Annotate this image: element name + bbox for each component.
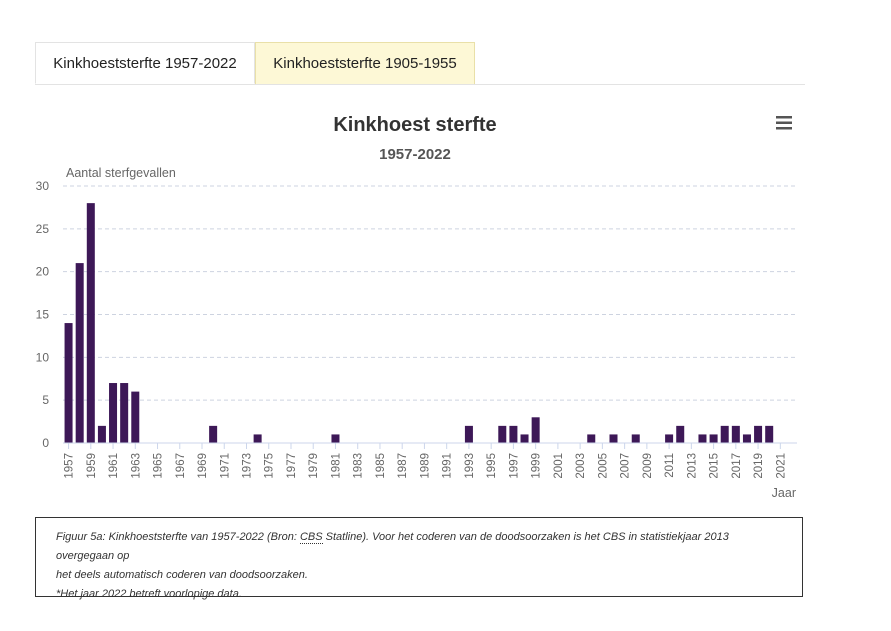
x-tick-label: 2009 [642, 453, 654, 479]
x-tick-label: 1961 [108, 453, 120, 479]
y-tick-label: 15 [36, 308, 50, 322]
x-tick-label: 2013 [686, 453, 698, 479]
bar-1961 [109, 383, 118, 443]
x-tick-label: 1957 [64, 453, 76, 479]
figure-caption: Figuur 5a: Kinkhoeststerfte van 1957-202… [35, 517, 803, 600]
x-tick-label: 1997 [508, 453, 520, 479]
bar-1997 [509, 425, 518, 443]
y-tick-label: 30 [36, 179, 50, 193]
x-tick-label: 1987 [397, 453, 409, 479]
cbs-abbreviation[interactable]: CBS [299, 531, 323, 544]
bar-1996 [498, 425, 507, 443]
x-tick-label: 1983 [353, 453, 365, 479]
y-tick-label: 20 [36, 265, 50, 279]
x-tick-label: 1963 [130, 453, 142, 479]
bar-chart: Kinkhoest sterfte 1957-2022 Aantal sterf… [36, 114, 797, 500]
x-tick-label: 1979 [308, 453, 320, 479]
bar-2015 [709, 434, 718, 443]
x-tick-label: 1967 [175, 453, 187, 479]
x-tick-label: 1981 [330, 453, 342, 479]
x-tick-label: 2003 [575, 453, 587, 479]
grid-lines [63, 185, 797, 401]
bar-1970 [209, 425, 218, 443]
bar-1959 [86, 203, 95, 443]
bar-2019 [754, 425, 763, 443]
x-tick-label: 1991 [442, 453, 454, 479]
bar-1962 [120, 383, 129, 443]
x-tick-label: 2015 [709, 453, 721, 479]
bar-1974 [253, 434, 262, 443]
bar-2016 [720, 425, 729, 443]
tab-1905-1955[interactable]: Kinkhoeststerfte 1905-1955 [255, 42, 475, 84]
bar-1999 [531, 417, 540, 443]
bar-2020 [765, 425, 774, 443]
chart-title: Kinkhoest sterfte [333, 114, 496, 136]
x-tick-label: 2019 [753, 453, 765, 479]
bar-2011 [665, 434, 674, 443]
x-tick-label: 2005 [597, 453, 609, 479]
chart-subtitle: 1957-2022 [379, 146, 451, 163]
bar-1981 [331, 434, 340, 443]
bar-1963 [131, 391, 140, 443]
tab-1957-2022[interactable]: Kinkhoeststerfte 1957-2022 [35, 42, 255, 84]
x-tick-label: 1989 [419, 453, 431, 479]
y-tick-label: 0 [42, 436, 49, 450]
y-tick-labels: 0 5 10 15 20 25 30 [36, 179, 50, 450]
x-tick-labels: 1957 1959 1961 1963 1965 1967 1969 1971 1973 1975… [64, 443, 787, 479]
x-tick-label: 1985 [375, 453, 387, 479]
x-axis-label: Jaar [772, 486, 796, 500]
bar-2018 [742, 434, 751, 443]
bar-2006 [609, 434, 618, 443]
x-tick-label: 1969 [197, 453, 209, 479]
caption-line-1: Figuur 5a: Kinkhoeststerfte van 1957-202… [56, 528, 782, 566]
x-tick-label: 1965 [153, 453, 165, 479]
bar-2008 [631, 434, 640, 443]
x-tick-label: 2021 [775, 453, 787, 479]
hamburger-menu-icon[interactable] [774, 114, 794, 132]
bars [64, 203, 774, 443]
x-tick-label: 1977 [286, 453, 298, 479]
bar-2014 [698, 434, 707, 443]
x-tick-label: 1993 [464, 453, 476, 479]
bar-2004 [587, 434, 596, 443]
x-tick-label: 1959 [86, 453, 98, 479]
x-tick-label: 2017 [731, 453, 743, 479]
y-axis-label: Aantal sterfgevallen [66, 166, 176, 180]
caption-text-after: Statline). Voor het coderen van de doods… [56, 531, 729, 562]
y-tick-label: 25 [36, 222, 50, 236]
bar-2017 [731, 425, 740, 443]
bar-1998 [520, 434, 529, 443]
x-tick-label: 1995 [486, 453, 498, 479]
caption-text-before: Figuur 5a: Kinkhoeststerfte van 1957-202… [56, 531, 300, 543]
bar-2012 [676, 425, 685, 443]
y-tick-label: 5 [42, 393, 49, 407]
y-tick-label: 10 [36, 350, 50, 364]
caption-line-3: *Het jaar 2022 betreft voorlopige data. [56, 588, 242, 600]
x-tick-label: 1973 [242, 453, 254, 479]
x-tick-label: 1999 [531, 453, 543, 479]
bar-1960 [97, 425, 106, 443]
x-tick-label: 2011 [664, 453, 676, 478]
x-tick-label: 2007 [620, 453, 632, 479]
x-tick-label: 1971 [219, 453, 231, 479]
x-tick-label: 2001 [553, 453, 565, 479]
caption-line-2: het deels automatisch coderen van doodso… [56, 569, 308, 581]
bar-1957 [64, 323, 73, 443]
bar-1993 [464, 425, 473, 443]
tab-bar: Kinkhoeststerfte 1957-2022 Kinkhoestster… [35, 42, 805, 85]
x-tick-label: 1975 [264, 453, 276, 479]
bar-1958 [75, 263, 84, 443]
